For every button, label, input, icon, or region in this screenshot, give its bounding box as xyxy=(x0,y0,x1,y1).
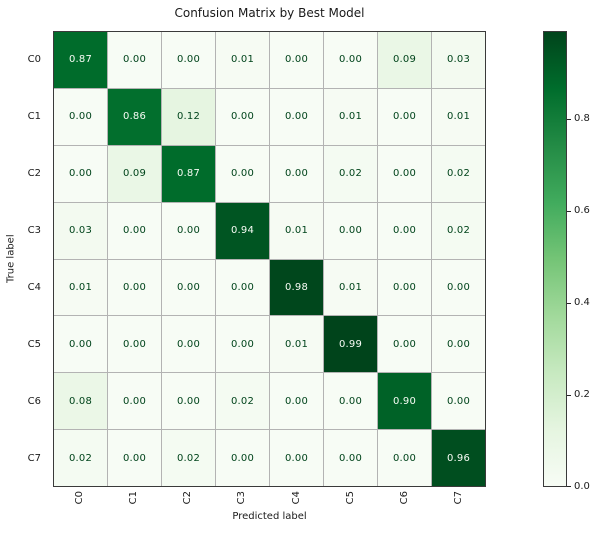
matrix-cell-C2-C7: 0.02 xyxy=(432,145,485,202)
matrix-cell-C0-C5: 0.00 xyxy=(324,32,377,88)
matrix-cell-C1-C3: 0.00 xyxy=(216,88,269,145)
matrix-cell-C0-C3: 0.01 xyxy=(216,32,269,88)
matrix-cell-C1-C6: 0.00 xyxy=(378,88,431,145)
matrix-cell-C5-C0: 0.00 xyxy=(54,316,107,373)
y-tick-label-C0: C0 xyxy=(27,54,41,65)
x-tick-label-C2: C2 xyxy=(182,491,194,505)
matrix-cell-C7-C7: 0.96 xyxy=(432,430,485,486)
matrix-cell-C7-C1: 0.00 xyxy=(108,430,161,486)
matrix-cell-C5-C4: 0.01 xyxy=(270,316,323,373)
matrix-cell-C0-C6: 0.09 xyxy=(378,32,431,88)
colorbar-tick-label-0.6: 0.6 xyxy=(574,205,590,216)
matrix-cell-C5-C2: 0.00 xyxy=(162,316,215,373)
y-tick-label-C4: C4 xyxy=(27,282,41,293)
matrix-cell-C6-C0: 0.08 xyxy=(54,373,107,430)
heatmap-grid: 0.87 0.00 0.00 0.01 0.00 0.00 0.09 0.03 0.00 0.86… xyxy=(53,31,486,487)
matrix-cell-C2-C2: 0.87 xyxy=(162,145,215,202)
colorbar-tick-mark xyxy=(567,119,571,120)
matrix-cell-C6-C4: 0.00 xyxy=(270,373,323,430)
matrix-cell-C1-C4: 0.00 xyxy=(270,88,323,145)
y-axis-tick-labels: C0 C1 C2 C3 C4 C5 C6 C7 xyxy=(0,31,47,487)
colorbar xyxy=(543,31,567,487)
matrix-cell-C5-C6: 0.00 xyxy=(378,316,431,373)
x-axis-label: Predicted label xyxy=(232,511,307,522)
colorbar-tick-label-0.2: 0.2 xyxy=(574,389,590,400)
matrix-cell-C2-C1: 0.09 xyxy=(108,145,161,202)
matrix-cell-C4-C0: 0.01 xyxy=(54,259,107,316)
x-tick-label-C7: C7 xyxy=(452,491,464,505)
matrix-cell-C6-C7: 0.00 xyxy=(432,373,485,430)
y-tick-label-C5: C5 xyxy=(27,339,41,350)
matrix-cell-C3-C0: 0.03 xyxy=(54,202,107,259)
x-tick-label-C1: C1 xyxy=(128,491,140,505)
matrix-cell-C3-C6: 0.00 xyxy=(378,202,431,259)
y-tick-label-C1: C1 xyxy=(27,111,41,122)
matrix-cell-C6-C1: 0.00 xyxy=(108,373,161,430)
matrix-cell-C4-C2: 0.00 xyxy=(162,259,215,316)
matrix-cell-C5-C7: 0.00 xyxy=(432,316,485,373)
x-tick-label-C3: C3 xyxy=(236,491,248,505)
matrix-cell-C6-C3: 0.02 xyxy=(216,373,269,430)
matrix-cell-C6-C2: 0.00 xyxy=(162,373,215,430)
matrix-cell-C3-C3: 0.94 xyxy=(216,202,269,259)
matrix-cell-C2-C3: 0.00 xyxy=(216,145,269,202)
matrix-cell-C7-C5: 0.00 xyxy=(324,430,377,486)
matrix-cell-C7-C0: 0.02 xyxy=(54,430,107,486)
matrix-cell-C1-C7: 0.01 xyxy=(432,88,485,145)
y-tick-label-C3: C3 xyxy=(27,225,41,236)
matrix-cell-C5-C5: 0.99 xyxy=(324,316,377,373)
colorbar-tick-label-0.4: 0.4 xyxy=(574,297,590,308)
colorbar-tick-label-0.8: 0.8 xyxy=(574,113,590,124)
matrix-cell-C4-C6: 0.00 xyxy=(378,259,431,316)
matrix-cell-C3-C2: 0.00 xyxy=(162,202,215,259)
colorbar-tick-mark xyxy=(567,211,571,212)
matrix-cell-C7-C4: 0.00 xyxy=(270,430,323,486)
x-axis-tick-labels: C0 C1 C2 C3 C4 C5 C6 C7 xyxy=(53,491,486,513)
colorbar-tick-label-0.0: 0.0 xyxy=(574,481,590,492)
colorbar-tick-mark xyxy=(567,395,571,396)
matrix-cell-C0-C2: 0.00 xyxy=(162,32,215,88)
matrix-cell-C0-C0: 0.87 xyxy=(54,32,107,88)
matrix-cell-C5-C3: 0.00 xyxy=(216,316,269,373)
matrix-cell-C2-C6: 0.00 xyxy=(378,145,431,202)
y-tick-label-C2: C2 xyxy=(27,168,41,179)
matrix-cell-C7-C3: 0.00 xyxy=(216,430,269,486)
matrix-cell-C7-C6: 0.00 xyxy=(378,430,431,486)
y-tick-label-C7: C7 xyxy=(27,453,41,464)
x-tick-label-C0: C0 xyxy=(74,491,86,505)
matrix-cell-C0-C1: 0.00 xyxy=(108,32,161,88)
matrix-cell-C4-C4: 0.98 xyxy=(270,259,323,316)
matrix-cell-C5-C1: 0.00 xyxy=(108,316,161,373)
x-tick-label-C6: C6 xyxy=(398,491,410,505)
matrix-cell-C4-C5: 0.01 xyxy=(324,259,377,316)
matrix-cell-C4-C1: 0.00 xyxy=(108,259,161,316)
chart-title: Confusion Matrix by Best Model xyxy=(174,6,365,20)
matrix-cell-C3-C7: 0.02 xyxy=(432,202,485,259)
x-tick-label-C4: C4 xyxy=(290,491,302,505)
x-tick-label-C5: C5 xyxy=(344,491,356,505)
matrix-cell-C4-C7: 0.00 xyxy=(432,259,485,316)
matrix-cell-C4-C3: 0.00 xyxy=(216,259,269,316)
matrix-cell-C6-C6: 0.90 xyxy=(378,373,431,430)
matrix-cell-C1-C1: 0.86 xyxy=(108,88,161,145)
matrix-cell-C2-C0: 0.00 xyxy=(54,145,107,202)
colorbar-tick-mark xyxy=(567,303,571,304)
matrix-cell-C3-C1: 0.00 xyxy=(108,202,161,259)
matrix-cell-C2-C5: 0.02 xyxy=(324,145,377,202)
matrix-cell-C7-C2: 0.02 xyxy=(162,430,215,486)
matrix-cell-C1-C0: 0.00 xyxy=(54,88,107,145)
matrix-cell-C3-C4: 0.01 xyxy=(270,202,323,259)
matrix-cell-C0-C7: 0.03 xyxy=(432,32,485,88)
matrix-cell-C1-C5: 0.01 xyxy=(324,88,377,145)
matrix-cell-C6-C5: 0.00 xyxy=(324,373,377,430)
matrix-cell-C1-C2: 0.12 xyxy=(162,88,215,145)
y-tick-label-C6: C6 xyxy=(27,396,41,407)
colorbar-tick-mark xyxy=(567,486,571,487)
matrix-cell-C3-C5: 0.00 xyxy=(324,202,377,259)
matrix-cell-C0-C4: 0.00 xyxy=(270,32,323,88)
matrix-cell-C2-C4: 0.00 xyxy=(270,145,323,202)
